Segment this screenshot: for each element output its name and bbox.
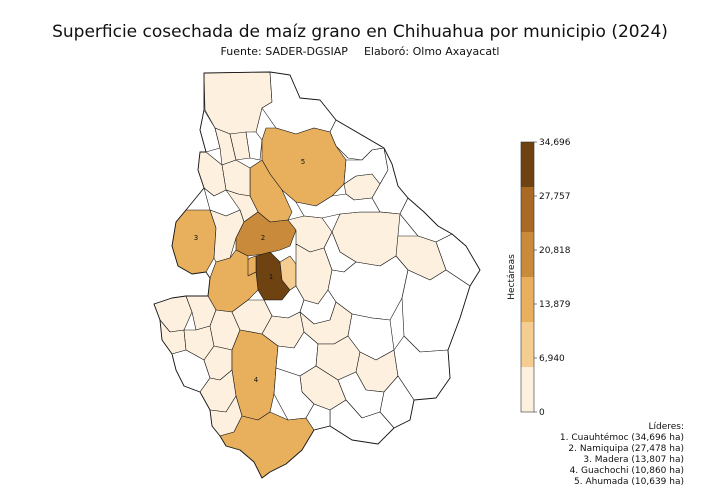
map-label-2: 2 (261, 234, 265, 242)
municipality-nw-d[interactable] (245, 131, 263, 161)
colorbar-tick-label: 6,940 (539, 354, 565, 364)
leaders-heading: Líderes: (648, 422, 684, 432)
municipality-namiquipa[interactable] (235, 211, 297, 257)
state-outline (153, 71, 481, 479)
colorbar-swatch (521, 277, 534, 322)
colorbar-tick-label: 34,696 (539, 138, 571, 148)
leader-item-3: 3. Madera (13,807 ha) (583, 455, 684, 465)
colorbar-tick-label: 20,818 (539, 246, 571, 256)
municipality-west-3[interactable] (209, 209, 245, 263)
map-label-5: 5 (301, 158, 305, 166)
leaders-box: Líderes: 1. Cuauhtémoc (34,696 ha) 2. Na… (560, 422, 684, 488)
colorbar-label: Hectáreas (507, 254, 517, 300)
colorbar-swatch (521, 187, 534, 232)
colorbar-tick-label: 0 (539, 408, 545, 418)
municipality-east-big[interactable] (401, 269, 471, 353)
map-label-4: 4 (254, 376, 259, 384)
colorbar-tick-label: 27,757 (539, 192, 571, 202)
municipality-north-2[interactable] (261, 71, 337, 135)
colorbar-swatch (521, 367, 534, 412)
leader-item-2: 2. Namiquipa (27,478 ha) (568, 444, 684, 454)
leader-item-5: 5. Ahumada (10,639 ha) (574, 477, 684, 487)
leader-item-1: 1. Cuauhtémoc (34,696 ha) (559, 433, 684, 443)
municipality-madera[interactable] (171, 209, 217, 275)
colorbar-swatch (521, 142, 534, 187)
colorbar-frame (520, 141, 535, 413)
municipality-north-1[interactable] (203, 71, 273, 135)
map-label-3: 3 (194, 234, 198, 242)
author-text: Elaboró: Olmo Axayacatl (363, 45, 500, 58)
map-title: Superficie cosechada de maíz grano en Ch… (52, 22, 668, 42)
colorbar-swatch (521, 232, 534, 277)
colorbar-tick-label: 13,879 (539, 300, 571, 310)
municipality-south-3[interactable] (305, 403, 331, 431)
municipality-sw-1[interactable] (153, 295, 193, 333)
source-text: Fuente: SADER-DGSIAP (220, 45, 348, 58)
municipality-east-border-1[interactable] (399, 197, 453, 243)
leader-item-4: 4. Guachochi (10,860 ha) (569, 466, 684, 476)
colorbar-swatch (521, 322, 534, 367)
map-label-1: 1 (269, 273, 273, 281)
colorbar: 34,696 27,757 20,818 13,879 6,940 0 Hectáreas (507, 138, 571, 418)
map-subtitle: Fuente: SADER-DGSIAP Elaboró: Olmo Axayac… (0, 45, 720, 58)
